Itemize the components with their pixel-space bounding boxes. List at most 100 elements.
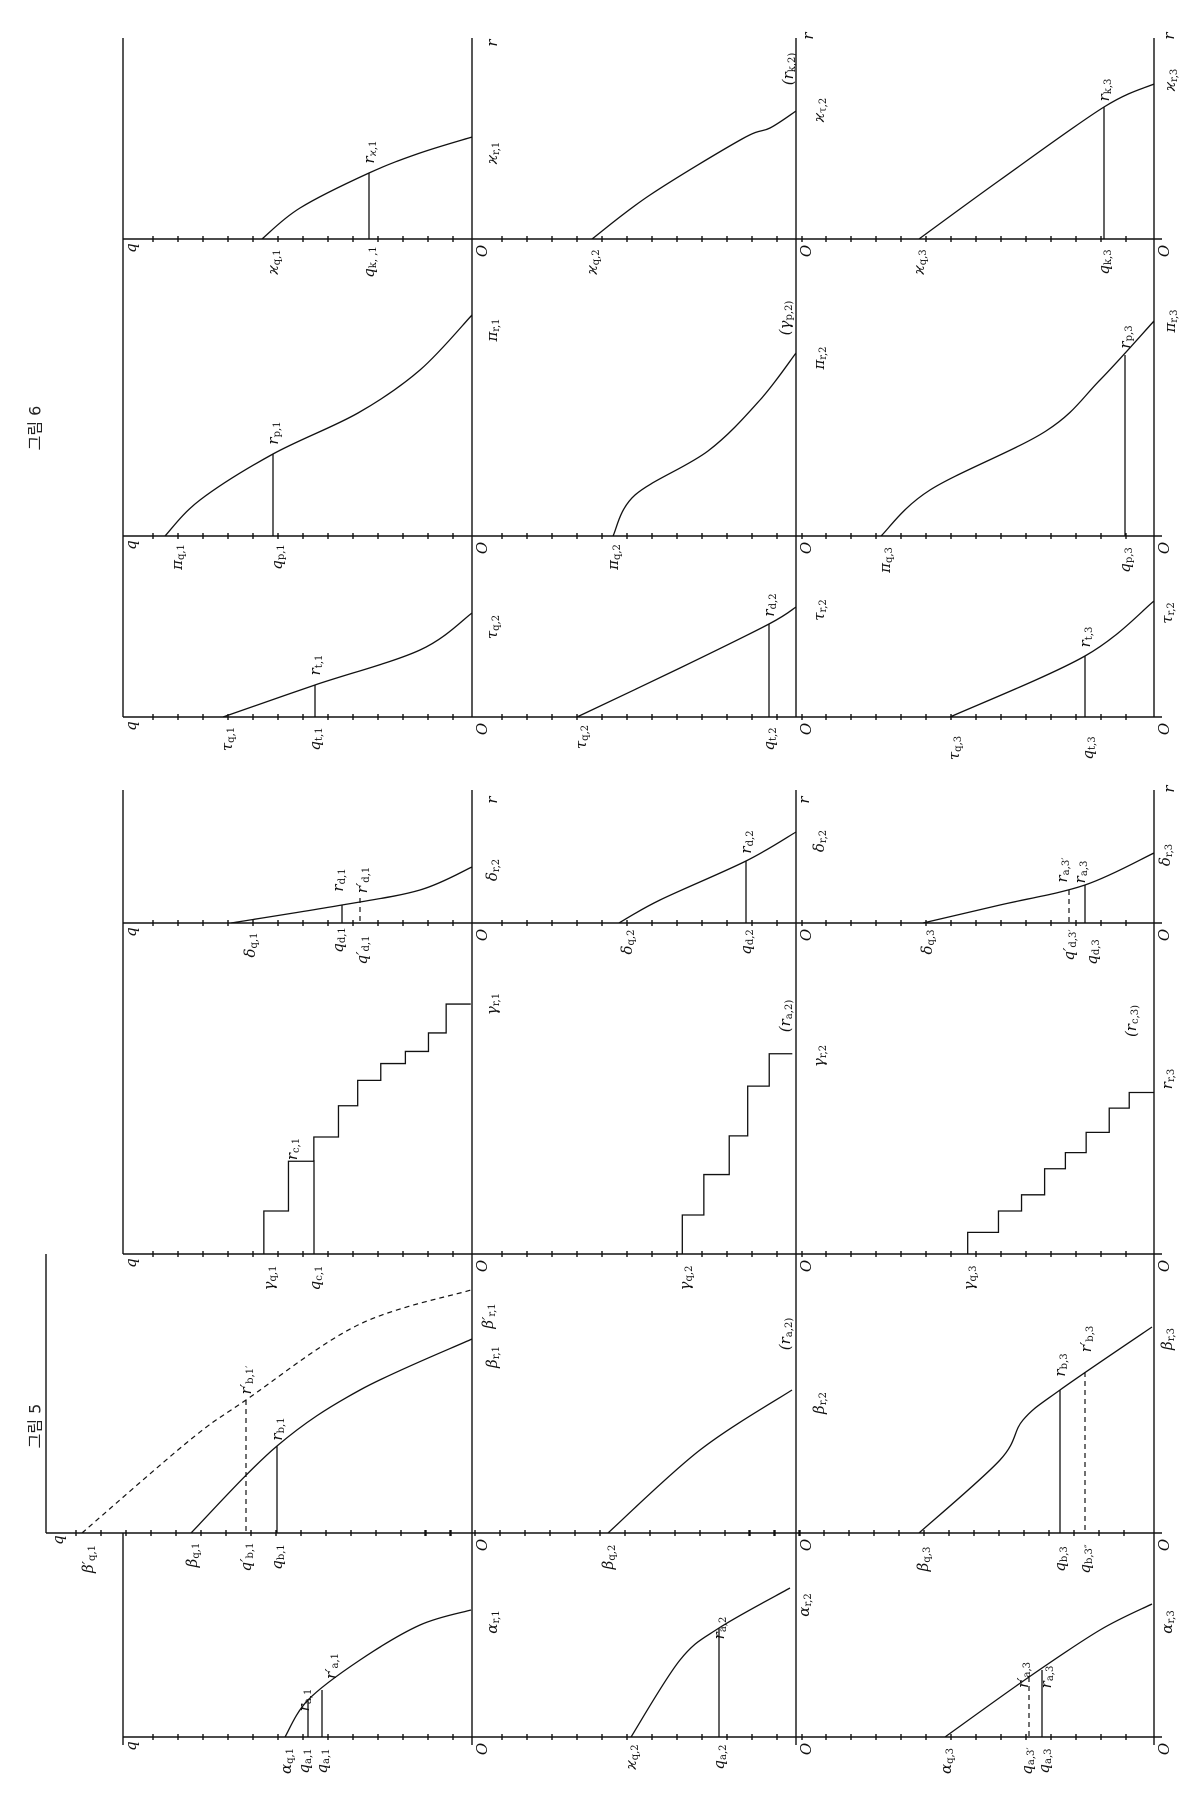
label-qp1: qp,1 xyxy=(268,544,287,570)
label-base: r xyxy=(795,796,813,804)
label-rpb1: r′b,1′ xyxy=(237,1365,256,1395)
label-base: ϰ xyxy=(264,265,282,276)
label-base: δ xyxy=(483,872,501,881)
label-qt2: qt,2 xyxy=(760,727,779,750)
label-kq2: ϰq,2 xyxy=(583,249,602,275)
label-subscript: k,2) xyxy=(787,53,798,73)
origin-label: O xyxy=(797,245,815,257)
label-subscript: t,3 xyxy=(1084,627,1095,641)
label-subscript: p,3 xyxy=(1124,325,1135,341)
kappa-curve-3 xyxy=(918,83,1155,240)
label-base: γ xyxy=(676,1281,694,1290)
label-subscript: q,2 xyxy=(607,1545,618,1561)
origin-label: O xyxy=(473,929,491,941)
label-base: α xyxy=(277,1764,295,1774)
r-axis-label: r xyxy=(799,32,817,40)
label-base: q xyxy=(710,1760,728,1770)
label-qpd3: q′d,3′ xyxy=(1060,929,1079,961)
label-bq3: βq,3 xyxy=(914,1547,933,1573)
label-qb1: qb,1 xyxy=(268,1544,287,1570)
tau-curve-2 xyxy=(576,606,797,718)
label-base: α xyxy=(483,1624,501,1634)
label-base: δ xyxy=(241,948,259,957)
label-base: τ xyxy=(945,751,963,760)
origin-label: O xyxy=(797,1743,815,1755)
label-base: r xyxy=(1037,1680,1055,1688)
label-qt3: qt,3 xyxy=(1079,736,1098,759)
label-base: O xyxy=(473,1539,491,1551)
label-rd2: rd,2 xyxy=(737,830,756,853)
origin-label: O xyxy=(473,723,491,735)
label-subscript: b,3 xyxy=(1059,1546,1070,1562)
label-subscript: q,1 xyxy=(87,1545,98,1561)
label-subscript: d,3 xyxy=(1091,939,1102,955)
origin-label: O xyxy=(473,1539,491,1551)
label-pr2: πr,2 xyxy=(810,346,829,370)
label-base: (r xyxy=(779,71,797,85)
origin-label: O xyxy=(797,1539,815,1551)
label-base: τ xyxy=(572,740,590,749)
label-dr2: δr,2 xyxy=(810,830,829,852)
label-base: δ xyxy=(618,945,636,954)
label-tr2: τr,2 xyxy=(810,599,829,621)
label-base: π xyxy=(604,559,622,571)
label-qp3: qp,3 xyxy=(1116,547,1135,573)
label-base: q′ xyxy=(237,1558,255,1572)
label-kq1: ϰq,1 xyxy=(264,249,283,275)
label-subscript: c,1 xyxy=(314,1266,325,1281)
label-base: τ xyxy=(218,742,236,751)
label-dq3: δq,3 xyxy=(918,930,937,955)
label-qd3: qd,3 xyxy=(1083,939,1102,965)
label-qa1b: qa,1 xyxy=(313,1748,332,1773)
label-subscript: q,1 xyxy=(191,1543,202,1559)
label-base: β xyxy=(914,1562,932,1572)
label-subscript: q,1 xyxy=(226,727,237,743)
label-base: r xyxy=(1095,93,1113,101)
label-rp3: rp,3 xyxy=(1116,325,1135,348)
q-axis-label: q xyxy=(49,1535,67,1545)
label-base: r xyxy=(1053,874,1071,882)
label-subscript: a,2 xyxy=(718,1617,729,1633)
origin-label: O xyxy=(1155,1539,1173,1551)
label-subscript: r,2 xyxy=(818,1045,829,1058)
label-base: O xyxy=(473,245,491,257)
label-subscript: r,2 xyxy=(818,599,829,612)
label-ra2: ra,2 xyxy=(710,1617,729,1640)
label-base: π xyxy=(810,359,828,371)
label-gq2: γq,2 xyxy=(676,1266,695,1291)
label-base: π xyxy=(483,331,501,343)
label-qt1: qt,1 xyxy=(306,727,325,750)
label-subscript: r,3 xyxy=(1169,309,1180,322)
label-dq1: δq,1 xyxy=(241,933,260,958)
label-base: π xyxy=(1161,322,1179,334)
label-base: τ xyxy=(483,630,501,639)
label-subscript: d,2 xyxy=(745,929,756,945)
label-pq1: πq,1 xyxy=(168,544,187,571)
label-subscript: q,3 xyxy=(922,1547,933,1563)
label-base: r′ xyxy=(353,882,371,893)
label-subscript: q,2 xyxy=(630,1744,641,1760)
label-qa3p: qa,3′ xyxy=(1018,1747,1037,1775)
label-subscript: q,3 xyxy=(953,736,964,752)
label-base: O xyxy=(797,542,815,554)
label-qpb1: q′b,1 xyxy=(237,1543,256,1572)
label-subscript: k,3 xyxy=(1103,249,1114,265)
label-base: r xyxy=(283,1152,301,1160)
label-qk1: qk, ,1 xyxy=(360,246,379,278)
label-base: β xyxy=(483,1359,501,1369)
label-subscript: r,3 xyxy=(1166,1610,1177,1623)
label-base: O xyxy=(797,1743,815,1755)
label-base: r xyxy=(1051,1369,1069,1377)
label-base: r xyxy=(1071,875,1089,883)
label-base: q xyxy=(313,1764,331,1774)
figure-6-title: 그림 6 xyxy=(26,406,45,451)
origin-label: O xyxy=(1155,723,1173,735)
label-base: π xyxy=(876,562,894,574)
label-dr3: δr,3 xyxy=(1156,844,1175,866)
label-subscript: p,1 xyxy=(276,544,287,560)
label-base: q xyxy=(1116,563,1134,573)
label-ra2g: (ra,2) xyxy=(776,1000,795,1033)
label-subscript: r,2 xyxy=(491,859,502,872)
label-base: (r xyxy=(776,1336,794,1350)
label-base: q′ xyxy=(353,951,371,965)
